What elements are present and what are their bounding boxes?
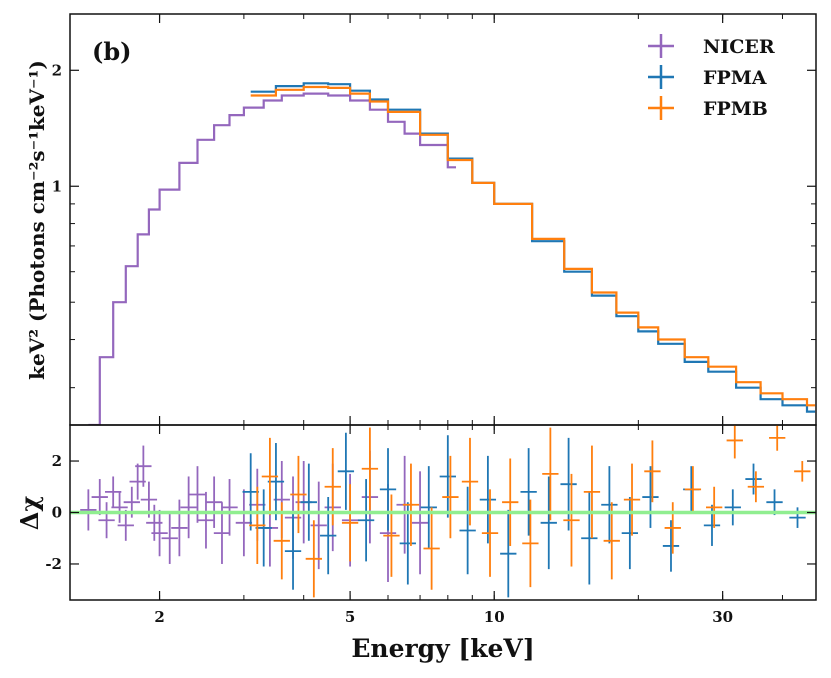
spectrum-y-ticks: 12 xyxy=(52,61,816,195)
residual-ticks: 2 5 10 30 -2 0 2 xyxy=(45,14,816,626)
spectrum-y-axis-title: keV² (Photons cm⁻²s⁻¹keV⁻¹) xyxy=(25,60,49,380)
spectrum-line-fpmb xyxy=(250,85,816,407)
spectrum-y-tick-label: 1 xyxy=(52,177,62,195)
residual-series-fpma xyxy=(242,432,806,598)
legend: NICER FPMA FPMB xyxy=(648,34,775,120)
spectrum-y-tick-label: 2 xyxy=(52,61,62,79)
x-tick-label: 2 xyxy=(154,608,164,626)
legend-label-nicer: NICER xyxy=(703,36,775,58)
residual-y-tick-label: -2 xyxy=(45,555,62,573)
legend-label-fpmb: FPMB xyxy=(703,98,768,120)
residual-y-axis-title: Δχ xyxy=(15,496,44,531)
residual-panel: 2 5 10 30 -2 0 2 xyxy=(45,14,817,626)
x-tick-label: 10 xyxy=(484,608,505,626)
residual-y-tick-label: 0 xyxy=(52,504,62,522)
residual-panel-frame xyxy=(69,424,817,601)
panel-label: (b) xyxy=(92,37,132,66)
x-tick-label: 30 xyxy=(712,608,733,626)
spectrum-series-group xyxy=(88,82,816,425)
residual-series-fpmb xyxy=(249,425,811,598)
spectrum-line-fpma xyxy=(250,82,816,413)
residual-series-group xyxy=(70,425,816,598)
legend-label-fpma: FPMA xyxy=(703,67,767,89)
spectrum-line-nicer xyxy=(88,92,456,425)
spectrum-minor-ticks xyxy=(70,203,816,389)
residual-y-tick-label: 2 xyxy=(52,452,62,470)
x-tick-label: 5 xyxy=(345,608,355,626)
x-axis-title: Energy [keV] xyxy=(351,634,534,663)
